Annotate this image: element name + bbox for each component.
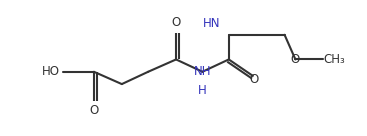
Text: HN: HN bbox=[203, 17, 220, 30]
Text: CH₃: CH₃ bbox=[323, 53, 345, 66]
Text: O: O bbox=[291, 53, 300, 66]
Text: O: O bbox=[89, 104, 99, 117]
Text: O: O bbox=[249, 73, 258, 86]
Text: H: H bbox=[198, 84, 207, 97]
Text: O: O bbox=[171, 16, 181, 29]
Text: HO: HO bbox=[42, 65, 60, 78]
Text: NH: NH bbox=[194, 65, 211, 78]
